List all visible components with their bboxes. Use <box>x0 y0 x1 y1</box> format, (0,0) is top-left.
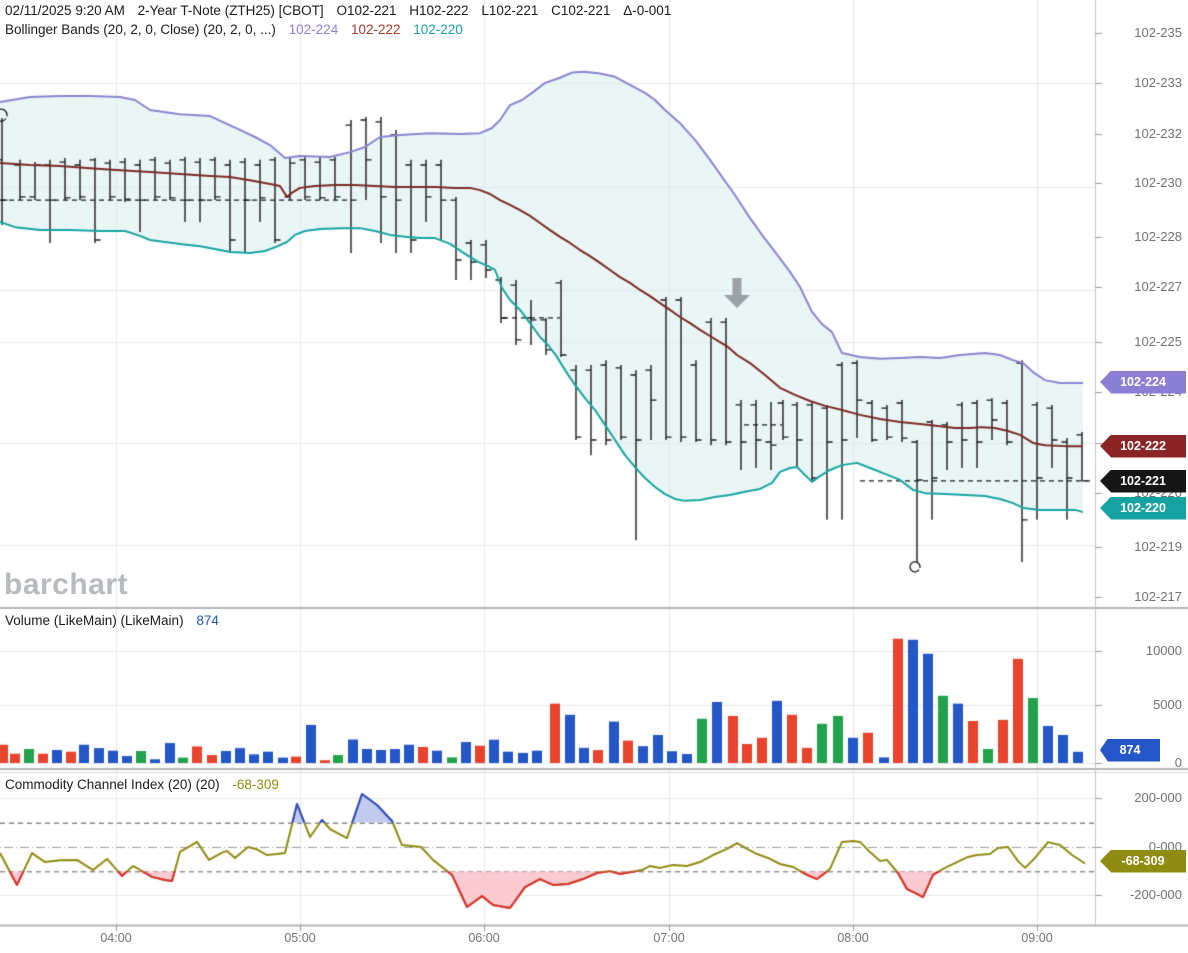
price-axis-label: 102-230 <box>1134 175 1182 190</box>
volume-header[interactable]: Volume (LikeMain) (LikeMain) 874 <box>5 613 228 628</box>
bollinger-upper-value: 102-224 <box>288 22 339 37</box>
price-axis-label: 102-219 <box>1134 539 1182 554</box>
bollinger-legend-label: Bollinger Bands (20, 2, 0, Close) (20, 2… <box>5 22 276 37</box>
volume-axis-label: 10000 <box>1145 643 1182 658</box>
cci-value: -68-309 <box>232 777 279 792</box>
price-axis-label: 102-217 <box>1134 589 1182 604</box>
cci-axis-label: 200-000 <box>1134 790 1182 805</box>
volume-value: 874 <box>196 613 219 628</box>
price-badge: 874 <box>1100 738 1160 762</box>
price-badge: 102-220 <box>1100 496 1186 520</box>
header-low: L102-221 <box>481 3 539 18</box>
time-axis-label: 05:00 <box>284 931 316 945</box>
price-badge: 102-222 <box>1100 434 1186 458</box>
price-badge: -68-309 <box>1100 849 1186 873</box>
barchart-logo: barchart <box>4 568 129 601</box>
price-axis-label: 102-228 <box>1134 229 1182 244</box>
price-badge: 102-221 <box>1100 469 1186 493</box>
bollinger-lower-value: 102-220 <box>413 22 463 37</box>
price-axis-label: 102-233 <box>1134 75 1182 90</box>
header-close: C102-221 <box>551 3 611 18</box>
header-symbol-title: 2-Year T-Note (ZTH25) [CBOT] <box>137 3 324 18</box>
chart-header: 02/11/2025 9:20 AM 2-Year T-Note (ZTH25)… <box>5 3 680 18</box>
header-open: O102-221 <box>336 3 397 18</box>
price-axis-label: 102-227 <box>1134 279 1182 294</box>
cci-axis-label: -200-000 <box>1129 887 1182 902</box>
price-axis-label: 102-225 <box>1134 334 1182 349</box>
time-axis-label: 06:00 <box>468 931 500 945</box>
header-datetime: 02/11/2025 9:20 AM <box>5 3 125 18</box>
time-axis-label: 04:00 <box>100 931 132 945</box>
volume-axis-label: 0 <box>1174 755 1182 770</box>
bollinger-legend[interactable]: Bollinger Bands (20, 2, 0, Close) (20, 2… <box>5 22 472 37</box>
time-axis-label: 09:00 <box>1021 931 1053 945</box>
bollinger-middle-value: 102-222 <box>350 22 401 37</box>
header-change: Δ-0-001 <box>623 3 672 18</box>
volume-header-label: Volume (LikeMain) (LikeMain) <box>5 613 184 628</box>
cci-header-label: Commodity Channel Index (20) (20) <box>5 777 220 792</box>
volume-axis-label: 5000 <box>1153 697 1182 712</box>
time-axis-label: 08:00 <box>837 931 869 945</box>
header-high: H102-222 <box>409 3 469 18</box>
price-axis-label: 102-235 <box>1134 25 1182 40</box>
cci-header[interactable]: Commodity Channel Index (20) (20) -68-30… <box>5 777 288 792</box>
time-axis-label: 07:00 <box>653 931 685 945</box>
price-badge: 102-224 <box>1100 370 1186 394</box>
price-axis-label: 102-232 <box>1134 126 1182 141</box>
